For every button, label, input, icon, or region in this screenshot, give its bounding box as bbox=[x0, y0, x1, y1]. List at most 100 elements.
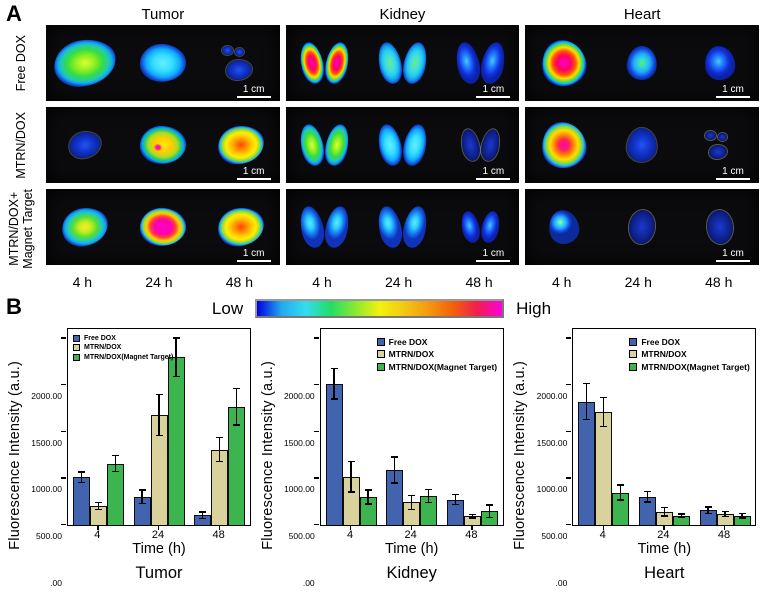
y-tick-mark bbox=[61, 477, 66, 479]
y-tick-mark bbox=[313, 337, 319, 339]
error-bar-cap bbox=[660, 506, 668, 509]
x-tick-label: 48 bbox=[717, 528, 731, 541]
plot-column: Free DOX MTRN/DOX MTRN/DOX(Magnet Target) 4… bbox=[313, 327, 504, 583]
column-title-kidney: Kidney bbox=[379, 5, 426, 23]
organ-slot bbox=[286, 204, 364, 250]
legend: Free DOX MTRN/DOX MTRN/DOX(Magnet Target) bbox=[73, 334, 173, 361]
scale-bar: 1 cm bbox=[476, 166, 511, 180]
legend-label: Free DOX bbox=[84, 334, 116, 342]
organ-heatmap-blob bbox=[458, 127, 483, 163]
organ-heatmap-pair bbox=[296, 122, 353, 168]
x-tick-label: 4 bbox=[94, 528, 101, 541]
error-bar-cap bbox=[77, 471, 85, 473]
error-bar-cap bbox=[330, 367, 338, 370]
x-tick-row: 4 24 48 bbox=[572, 525, 756, 541]
legend-label: MTRN/DOX bbox=[84, 344, 122, 352]
error-bar-cap bbox=[233, 424, 241, 426]
organ-image-panel: 1 cm bbox=[285, 107, 520, 183]
y-tick-label: 500.00 bbox=[541, 531, 568, 542]
y-tick-label: 2000.00 bbox=[283, 391, 315, 402]
x-tick-label: 24 bbox=[657, 528, 670, 541]
scale-bar-line bbox=[476, 260, 511, 262]
error-bar-cap bbox=[111, 470, 119, 473]
organ-slot bbox=[681, 208, 759, 246]
organ-slot bbox=[525, 208, 603, 246]
y-tick-mark bbox=[566, 477, 572, 479]
time-label-group: 4 h 24 h 48 h bbox=[286, 271, 520, 293]
chart-body: Fluorescence Intensity (a.u.) .00 500.00 10… bbox=[5, 327, 253, 588]
organ-heatmap-blob bbox=[625, 126, 660, 164]
legend-swatch bbox=[629, 337, 638, 346]
bar-group bbox=[194, 406, 246, 525]
time-label: 4 h bbox=[312, 273, 332, 290]
y-tick-label: .00 bbox=[555, 577, 568, 588]
organ-slot bbox=[286, 122, 364, 168]
error-bar-cap bbox=[468, 517, 476, 519]
error-bar bbox=[707, 506, 709, 514]
organ-heatmap-cluster bbox=[221, 46, 260, 80]
organ-image-grid: Free DOX 1 cm 1 cm 1 cm MTRN/DOX 1 cm 1 cm 1 cm… bbox=[4, 25, 759, 269]
legend-swatch bbox=[73, 344, 80, 352]
x-tick-mark bbox=[663, 525, 665, 530]
scale-bar: 1 cm bbox=[716, 166, 750, 180]
organ-slot bbox=[46, 129, 124, 161]
error-bar bbox=[333, 368, 335, 400]
scale-bar: 1 cm bbox=[716, 84, 750, 98]
organ-heatmap-blob bbox=[458, 209, 483, 245]
time-label: 4 h bbox=[551, 273, 572, 290]
organ-heatmap-blob bbox=[296, 122, 328, 168]
plot-area: Free DOX MTRN/DOX MTRN/DOX(Magnet Target) bbox=[566, 327, 757, 526]
legend-swatch bbox=[73, 353, 80, 361]
organ-slot bbox=[603, 44, 681, 82]
organ-slot bbox=[364, 40, 442, 86]
x-tick-mark bbox=[158, 525, 160, 530]
error-bar-cap bbox=[94, 508, 102, 510]
organ-slot bbox=[525, 37, 603, 89]
chart-body: Fluorescence Intensity (a.u.) .00 500.00 10… bbox=[510, 327, 758, 588]
organ-heatmap-blob bbox=[137, 205, 188, 249]
scale-bar-label: 1 cm bbox=[242, 166, 265, 177]
column-title-tumor: Tumor bbox=[141, 5, 185, 23]
organ-heatmap-blob bbox=[625, 44, 660, 82]
error-bar-cap bbox=[155, 434, 163, 437]
error-bar bbox=[741, 513, 743, 519]
organ-heatmap-blob bbox=[478, 127, 503, 163]
organ-heatmap-blob bbox=[374, 122, 406, 168]
error-bar bbox=[410, 495, 413, 510]
time-label: 24 h bbox=[624, 273, 652, 290]
error-bar-cap bbox=[704, 506, 712, 508]
error-bar bbox=[585, 383, 588, 420]
organ-slot bbox=[124, 123, 202, 167]
y-tick-label: 2000.00 bbox=[31, 391, 62, 402]
y-tick-column: .00 500.00 1000.00 1500.00 2000.00 bbox=[278, 328, 320, 588]
organ-image-panel: 1 cm bbox=[285, 189, 520, 265]
organ-slot bbox=[441, 209, 519, 245]
legend: Free DOX MTRN/DOX MTRN/DOX(Magnet Target) bbox=[629, 337, 750, 372]
error-bar-cap bbox=[704, 512, 712, 515]
organ-heatmap-blob bbox=[234, 48, 244, 56]
organ-slot bbox=[46, 35, 124, 91]
error-bar bbox=[427, 489, 430, 503]
organ-heatmap-blob bbox=[539, 119, 590, 171]
error-bar-cap bbox=[172, 375, 180, 377]
organ-slot bbox=[364, 122, 442, 168]
scale-bar-label: 1 cm bbox=[242, 84, 265, 95]
error-bar-cap bbox=[677, 513, 685, 515]
organ-slot bbox=[364, 204, 442, 250]
organ-heatmap-blob bbox=[705, 208, 735, 246]
error-bar-cap bbox=[172, 337, 180, 339]
x-tick-label: 24 bbox=[151, 528, 165, 541]
plot-area: Free DOX MTRN/DOX MTRN/DOX(Magnet Target) bbox=[313, 327, 504, 526]
legend-label: MTRN/DOX bbox=[388, 349, 435, 360]
y-tick-label: 1500.00 bbox=[31, 437, 62, 448]
y-tick-mark bbox=[313, 384, 319, 386]
scale-bar-line bbox=[236, 178, 271, 180]
x-tick-label: 48 bbox=[212, 528, 225, 541]
organ-heatmap-blob bbox=[321, 122, 353, 168]
organ-slot bbox=[603, 126, 681, 164]
organ-heatmap-blob bbox=[399, 40, 431, 86]
bar-group bbox=[325, 383, 377, 525]
bar-chart-tumor: Fluorescence Intensity (a.u.) .00 500.00 10… bbox=[5, 327, 253, 588]
x-tick-label: 4 bbox=[346, 528, 354, 541]
y-tick-label: 1000.00 bbox=[283, 484, 315, 495]
